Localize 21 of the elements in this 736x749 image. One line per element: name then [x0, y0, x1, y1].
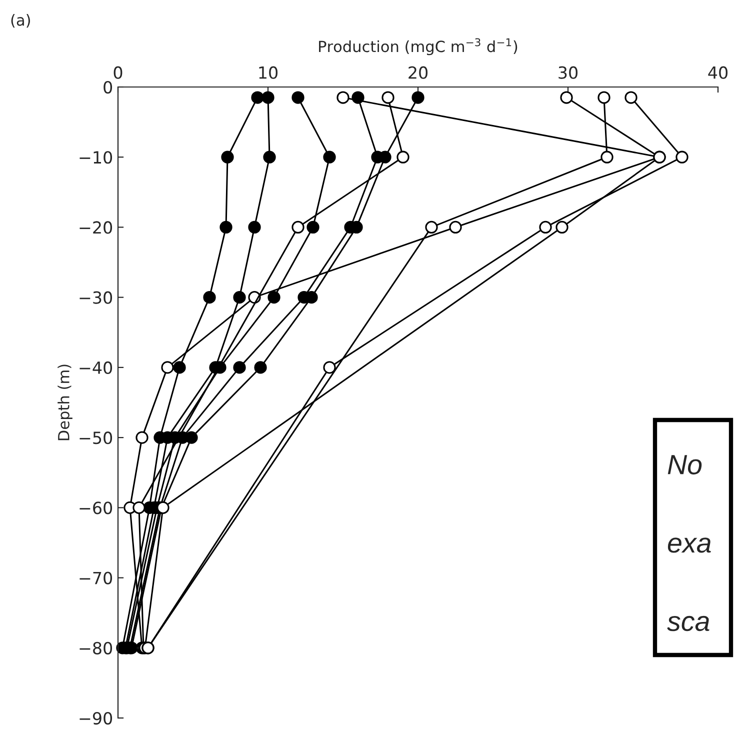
x-axis-title: Production (mgC m$^{−3}$ d$^{−1}$) — [319, 38, 518, 56]
y-tick-label: −90 — [80, 712, 112, 725]
x-tick-label: 20 — [408, 66, 428, 79]
x-tick-label: 30 — [558, 66, 578, 79]
y-tick-label: −50 — [80, 432, 112, 444]
x-tick-label: 10 — [259, 66, 278, 79]
y-axis-title: Depth (m) — [58, 364, 72, 440]
y-tick-label: −60 — [80, 502, 112, 514]
chart-title: (a) — [11, 14, 30, 28]
x-tick-label: 40 — [708, 66, 728, 79]
y-tick-label: −40 — [80, 361, 112, 374]
annotation: No — [668, 455, 702, 474]
y-tick-label: −10 — [80, 151, 112, 164]
y-tick-label: −30 — [80, 291, 112, 304]
y-tick-label: −20 — [80, 221, 112, 234]
annotation: exa — [668, 538, 711, 553]
y-tick-label: 0 — [104, 80, 112, 94]
x-tick-label: 0 — [114, 66, 122, 79]
y-tick-label: −70 — [80, 572, 112, 584]
annotation: sca — [667, 616, 710, 632]
y-tick-label: −80 — [80, 642, 112, 654]
